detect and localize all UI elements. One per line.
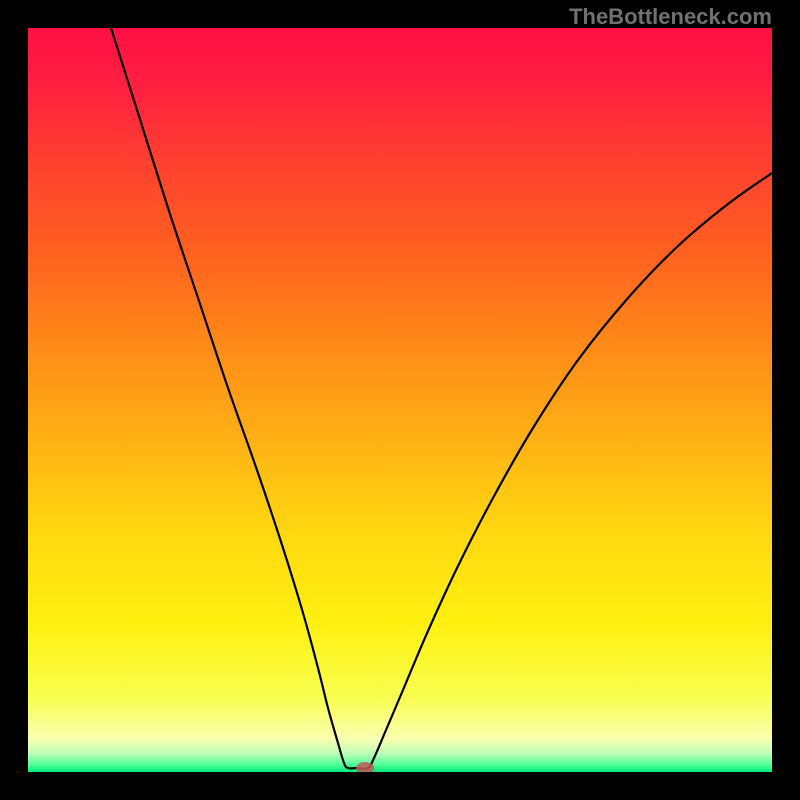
gradient-background: [28, 28, 772, 772]
watermark-text: TheBottleneck.com: [569, 4, 772, 30]
bottleneck-v-chart: [28, 28, 772, 772]
chart-container: TheBottleneck.com: [0, 0, 800, 800]
